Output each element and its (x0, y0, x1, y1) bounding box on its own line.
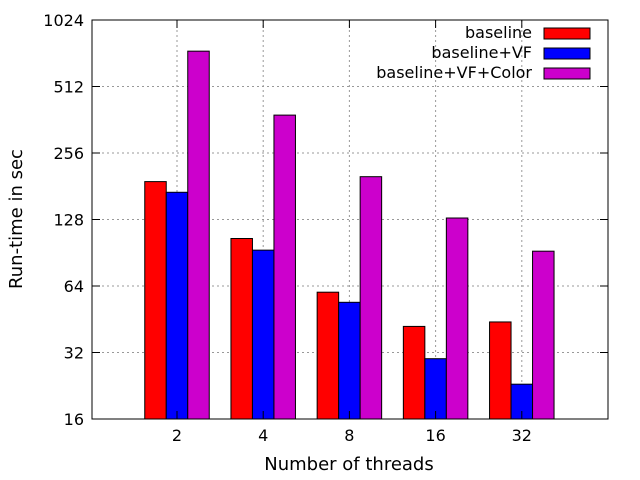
x-axis-label: Number of threads (264, 454, 433, 475)
bar-baseline-vf-color-8 (359, 176, 383, 420)
bar-baseline-vf-8 (338, 301, 361, 420)
y-axis-label: Run-time in sec (6, 149, 27, 289)
y-tick-label: 512 (53, 78, 84, 97)
legend-label: baseline+VF (431, 43, 532, 62)
bar-baseline-4 (230, 238, 253, 420)
bar-baseline-2 (144, 181, 167, 420)
bar-baseline-vf-color-2 (187, 50, 210, 420)
legend-swatch (543, 67, 591, 80)
bar-baseline-32 (489, 321, 512, 420)
legend-swatch (543, 47, 591, 60)
bar-baseline-vf-color-32 (532, 250, 555, 420)
y-tick-label: 128 (53, 211, 84, 230)
bar-baseline-vf-color-4 (273, 114, 296, 420)
x-tick-label: 32 (512, 426, 532, 445)
legend-label: baseline+VF+Color (376, 63, 532, 82)
axis-ticks: 16 32 64 128 256 512 1024 2 4 8 16 32 (43, 11, 608, 445)
bar-baseline-vf-4 (251, 249, 275, 420)
y-tick-label: 64 (64, 277, 84, 296)
bar-baseline-16 (402, 325, 426, 420)
x-tick-label: 16 (425, 426, 445, 445)
y-tick-label: 32 (64, 344, 84, 363)
x-tick-label: 4 (258, 426, 268, 445)
bar-baseline-vf-color-16 (445, 217, 469, 420)
y-tick-label: 1024 (43, 11, 84, 30)
x-tick-label: 2 (172, 426, 182, 445)
x-tick-label: 8 (344, 426, 354, 445)
y-tick-label: 256 (53, 144, 84, 163)
bar-baseline-vf-2 (165, 191, 189, 420)
bar-baseline-vf-16 (424, 358, 447, 420)
legend-label: baseline (465, 23, 532, 42)
y-tick-label: 16 (64, 410, 84, 429)
legend-swatch (543, 27, 591, 40)
bar-baseline-8 (316, 291, 340, 420)
